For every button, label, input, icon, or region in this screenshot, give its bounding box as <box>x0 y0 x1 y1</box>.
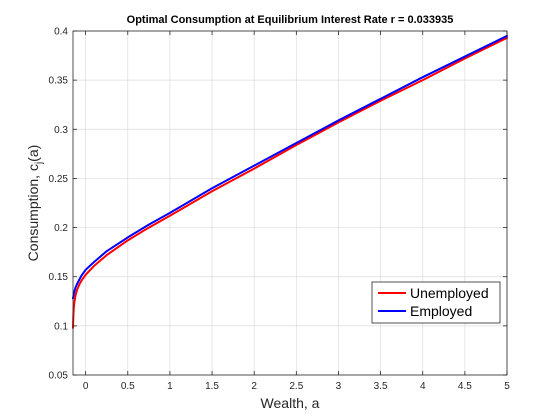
y-tick-label: 0.1 <box>54 321 68 332</box>
legend-label-unemployed: Unemployed <box>410 285 489 301</box>
ticks <box>73 30 508 376</box>
x-tick-label: 3.5 <box>374 381 388 392</box>
y-tick-label: 0.05 <box>49 371 69 382</box>
x-tick-label: 4 <box>420 381 426 392</box>
x-tick-label: 0.5 <box>121 381 135 392</box>
y-tick-label: 0.4 <box>54 27 68 38</box>
series-line-unemployed <box>72 36 508 329</box>
x-tick-label: 1 <box>167 381 173 392</box>
chart-title: Optimal Consumption at Equilibrium Inter… <box>127 14 454 26</box>
legend: Unemployed Employed <box>371 281 501 324</box>
series-lines <box>72 34 508 329</box>
y-tick-label: 0.3 <box>54 125 68 136</box>
series-line-employed <box>72 34 508 300</box>
legend-label-employed: Employed <box>410 303 472 319</box>
y-tick-label: 0.2 <box>54 223 68 234</box>
y-tick-labels: 0.05 0.1 0.15 0.2 0.25 0.3 0.35 0.4 <box>49 27 69 382</box>
x-tick-label: 2.5 <box>289 381 303 392</box>
x-tick-labels: 0 0.5 1 1.5 2 2.5 3 3.5 4 4.5 5 <box>83 381 510 392</box>
y-axis-label-main: Consumption, c <box>25 164 41 261</box>
plot-frame <box>72 30 508 376</box>
x-tick-label: 4.5 <box>458 381 472 392</box>
x-tick-label: 5 <box>504 381 510 392</box>
y-tick-label: 0.25 <box>49 174 69 185</box>
x-tick-label: 0 <box>83 381 89 392</box>
x-axis-label: Wealth, a <box>261 395 320 411</box>
y-tick-label: 0.35 <box>49 76 69 87</box>
y-tick-label: 0.15 <box>49 272 69 283</box>
x-tick-label: 3 <box>336 381 342 392</box>
y-axis-label-end: (a) <box>25 145 41 162</box>
x-tick-label: 1.5 <box>205 381 219 392</box>
legend-box <box>371 281 501 324</box>
y-axis-label: Consumption, cj(a) <box>25 145 45 262</box>
y-axis-label-subscript: j <box>34 162 45 165</box>
x-tick-label: 2 <box>251 381 257 392</box>
